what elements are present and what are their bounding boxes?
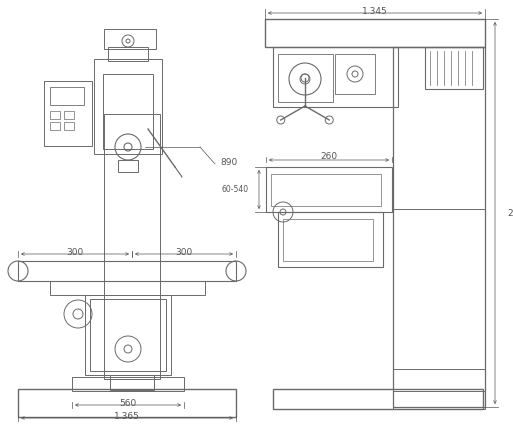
Bar [85,295,171,375]
Bar [393,210,485,409]
Bar [94,60,162,155]
Text: 1.365: 1.365 [114,411,140,421]
Text: 60-540: 60-540 [222,185,249,194]
Bar [50,88,84,106]
Bar [104,30,156,50]
Bar [90,299,166,371]
Bar [104,115,160,379]
Bar [273,48,398,108]
Text: 300: 300 [66,248,84,257]
Bar [50,123,60,131]
Bar [18,389,236,417]
Bar [273,389,483,409]
Bar [110,375,154,390]
Text: 560: 560 [120,398,136,408]
Bar [108,48,148,62]
Bar [278,55,333,103]
Bar [50,281,205,295]
Text: 260: 260 [321,152,338,161]
Bar [18,261,236,281]
Bar [335,55,375,95]
Text: 1.345: 1.345 [362,7,388,16]
Bar [265,20,485,48]
Bar [283,220,373,261]
Bar [266,168,392,213]
Bar [50,112,60,120]
Bar [118,161,138,173]
Bar [393,369,485,391]
Bar [44,82,92,147]
Bar [393,48,485,407]
Bar [271,174,381,207]
Text: 2.040: 2.040 [507,209,513,218]
Text: 300: 300 [175,248,192,257]
Bar [425,48,483,90]
Bar [103,75,153,150]
Bar [64,123,74,131]
Bar [64,112,74,120]
Bar [72,377,184,391]
Bar [278,213,383,267]
Text: 890: 890 [220,158,237,167]
